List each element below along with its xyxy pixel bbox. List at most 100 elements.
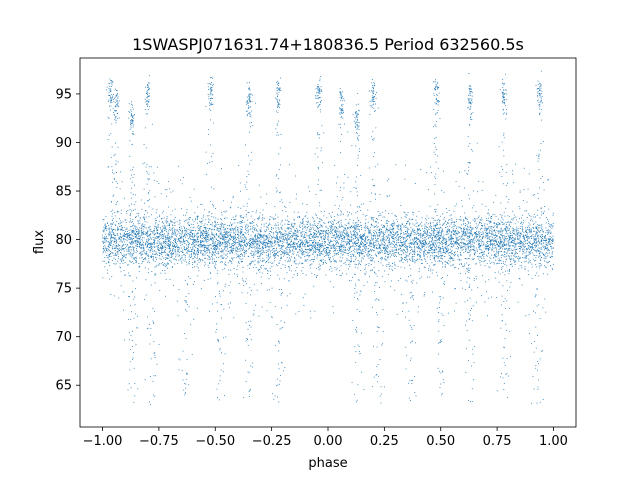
data-point [216, 252, 218, 254]
data-point [423, 252, 425, 254]
data-point [528, 274, 530, 276]
data-point [487, 236, 489, 238]
data-point [428, 267, 430, 269]
data-point [313, 246, 315, 248]
data-point [300, 222, 302, 224]
data-point [167, 264, 169, 266]
data-point [151, 246, 153, 248]
data-point [402, 242, 404, 243]
data-point [412, 242, 414, 244]
data-point [225, 237, 227, 239]
data-point [193, 257, 195, 259]
data-point [130, 261, 132, 263]
data-point [412, 230, 414, 232]
data-point [423, 255, 425, 257]
data-point [174, 243, 176, 245]
data-point [514, 263, 516, 265]
data-point [466, 268, 468, 270]
data-point [130, 252, 132, 254]
data-point [508, 244, 510, 246]
data-point [338, 220, 340, 222]
data-point [399, 245, 401, 247]
data-point [467, 226, 469, 228]
data-point [394, 249, 396, 251]
data-point [349, 259, 351, 261]
data-point [289, 228, 291, 230]
data-point [439, 237, 441, 239]
data-point [537, 249, 538, 251]
data-point [328, 231, 330, 233]
data-point [433, 232, 435, 234]
data-point [356, 206, 358, 208]
data-point [284, 266, 286, 268]
data-point [337, 213, 339, 215]
data-point [400, 226, 402, 228]
data-point [267, 245, 269, 247]
data-point [453, 233, 455, 235]
data-point [328, 222, 330, 224]
data-point [313, 228, 315, 230]
data-point [239, 228, 241, 230]
data-point [154, 242, 156, 244]
data-point [451, 236, 453, 238]
data-point [176, 230, 178, 232]
data-point [167, 240, 169, 242]
data-point [130, 253, 132, 255]
data-point [315, 242, 317, 244]
data-point [115, 263, 117, 265]
data-point [536, 237, 538, 239]
data-point [201, 243, 203, 245]
data-point [350, 233, 352, 235]
data-point [364, 232, 366, 234]
data-point [338, 208, 340, 210]
data-point [413, 251, 415, 253]
data-point [490, 248, 492, 250]
data-point [314, 238, 316, 240]
data-point [452, 238, 454, 240]
data-point [163, 257, 165, 259]
data-point [535, 232, 537, 234]
data-point [204, 223, 206, 225]
data-point [221, 238, 223, 240]
data-point [177, 239, 179, 241]
data-point [266, 238, 268, 240]
data-point [189, 260, 191, 262]
data-point [194, 256, 196, 258]
data-point [508, 269, 510, 271]
data-point [515, 219, 517, 221]
data-point [480, 234, 482, 236]
data-point [299, 240, 301, 242]
data-point [290, 230, 292, 232]
data-point [179, 227, 181, 229]
data-point [342, 230, 344, 232]
data-point [297, 246, 299, 248]
data-point [448, 222, 450, 224]
data-point [153, 239, 155, 241]
data-point [296, 234, 298, 236]
data-point [237, 233, 239, 235]
data-point [200, 246, 202, 248]
data-point [104, 257, 106, 259]
data-point [290, 258, 292, 260]
data-point [369, 231, 371, 233]
data-point [366, 242, 368, 244]
data-point [352, 254, 354, 256]
data-point [469, 225, 471, 227]
data-point [356, 238, 358, 240]
data-point [314, 224, 316, 226]
data-point [138, 230, 140, 232]
data-point [499, 231, 501, 233]
data-point [329, 232, 331, 234]
data-point [406, 255, 408, 257]
data-point [205, 241, 207, 243]
data-point [310, 250, 312, 252]
data-point [527, 262, 529, 264]
data-point [501, 267, 503, 269]
data-point [201, 252, 203, 254]
data-point [355, 264, 357, 266]
data-point [551, 253, 553, 255]
data-point [336, 261, 338, 263]
data-point [529, 224, 531, 226]
data-point [525, 231, 527, 233]
data-point [537, 235, 539, 237]
